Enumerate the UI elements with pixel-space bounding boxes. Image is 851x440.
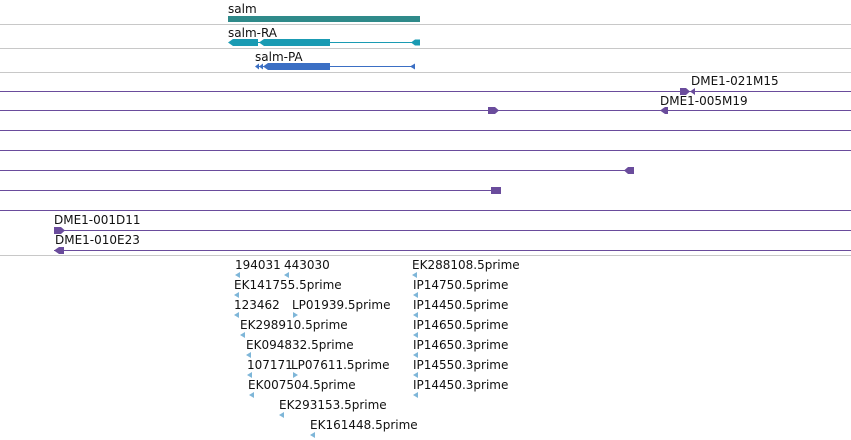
est-marker[interactable] <box>413 372 418 378</box>
est-label: EK298910.5prime <box>240 318 348 332</box>
est-label: EK141755.5prime <box>234 278 342 292</box>
est-label: 443030 <box>284 258 330 272</box>
est-label: 194031 <box>235 258 281 272</box>
est-marker[interactable] <box>293 312 298 318</box>
est-marker[interactable] <box>412 272 417 278</box>
est-marker[interactable] <box>235 272 240 278</box>
est-marker[interactable] <box>247 372 252 378</box>
clone-label-dme1-005m19: DME1-005M19 <box>660 94 748 108</box>
clone-end-marker[interactable] <box>488 107 499 114</box>
clone-feature-dme1-001d11[interactable] <box>54 227 65 234</box>
est-label: 123462 <box>234 298 280 312</box>
est-marker[interactable] <box>413 332 418 338</box>
est-marker[interactable] <box>279 412 284 418</box>
est-label: IP14750.5prime <box>413 278 509 292</box>
clone-feature-dme1-021m15-start[interactable] <box>680 88 690 95</box>
gene-label-salm: salm <box>228 2 257 16</box>
est-marker[interactable] <box>310 432 315 438</box>
est-label: IP14650.3prime <box>413 338 509 352</box>
est-marker[interactable] <box>413 312 418 318</box>
est-marker[interactable] <box>293 372 298 378</box>
est-marker[interactable] <box>240 332 245 338</box>
clone-track <box>0 88 851 254</box>
gene-feature-salm[interactable] <box>228 16 420 22</box>
est-label: IP14550.3prime <box>413 358 509 372</box>
est-marker[interactable] <box>249 392 254 398</box>
clone-feature-dme1-021m15-end[interactable] <box>690 88 695 95</box>
est-marker[interactable] <box>234 292 239 298</box>
track-separators <box>0 24 851 256</box>
est-label: LP07611.5prime <box>291 358 390 372</box>
est-label: EK288108.5prime <box>412 258 520 272</box>
est-track <box>234 272 418 438</box>
clone-label-dme1-021m15: DME1-021M15 <box>691 74 779 88</box>
est-marker[interactable] <box>234 312 239 318</box>
clone-end-marker[interactable] <box>491 187 501 194</box>
est-label: EK094832.5prime <box>246 338 354 352</box>
est-label: IP14450.5prime <box>413 298 509 312</box>
est-marker[interactable] <box>284 272 289 278</box>
est-marker[interactable] <box>246 352 251 358</box>
est-label: IP14650.5prime <box>413 318 509 332</box>
clone-end-marker[interactable] <box>624 167 634 174</box>
gene-track <box>228 16 420 70</box>
est-label: EK293153.5prime <box>279 398 387 412</box>
clone-label-dme1-001d11: DME1-001D11 <box>54 213 141 227</box>
transcript-label-salm-pa: salm-PA <box>255 50 303 64</box>
est-label: 107171 <box>247 358 293 372</box>
clone-feature-dme1-010e23[interactable] <box>54 247 64 254</box>
transcript-feature-salm-pa[interactable] <box>255 63 415 70</box>
est-label: EK007504.5prime <box>248 378 356 392</box>
transcript-label-salm-ra: salm-RA <box>228 26 278 40</box>
est-label: IP14450.3prime <box>413 378 509 392</box>
est-marker[interactable] <box>413 352 418 358</box>
clone-feature-dme1-005m19[interactable] <box>660 107 668 114</box>
clone-label-dme1-010e23: DME1-010E23 <box>55 233 140 247</box>
est-marker[interactable] <box>413 392 418 398</box>
est-label: LP01939.5prime <box>292 298 391 312</box>
est-label: EK161448.5prime <box>310 418 418 432</box>
est-marker[interactable] <box>413 292 418 298</box>
transcript-feature-salm-ra[interactable] <box>228 39 420 46</box>
